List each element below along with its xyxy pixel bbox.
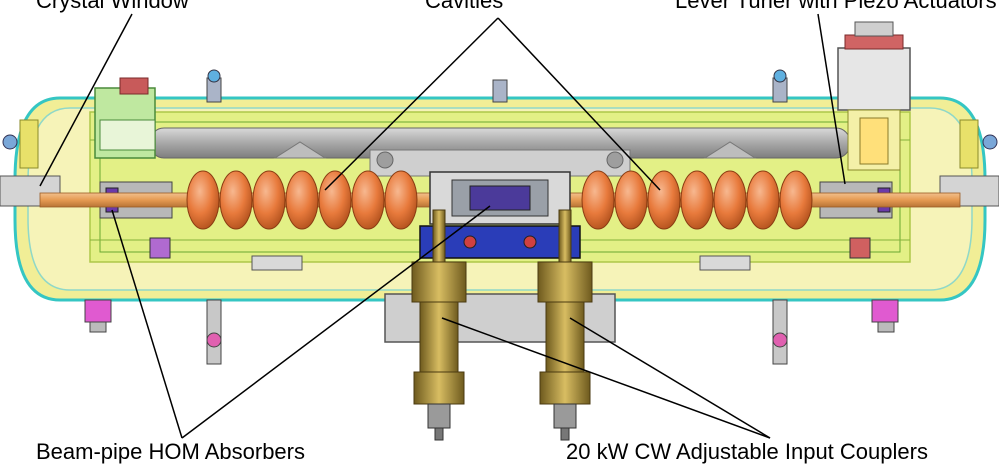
leader-coupler-right bbox=[569, 317, 771, 439]
cavity-cell bbox=[384, 170, 418, 230]
cavity-left bbox=[186, 170, 418, 230]
cavity-cell bbox=[351, 170, 385, 230]
label-hom-absorbers: Beam-pipe HOM Absorbers bbox=[36, 439, 305, 464]
cavity-cell bbox=[318, 170, 352, 230]
tuner-column-right bbox=[837, 21, 911, 171]
leader-lines bbox=[39, 13, 846, 439]
leader-cavity-right bbox=[497, 17, 661, 191]
cavity-cell bbox=[219, 170, 253, 230]
cavity-cell bbox=[581, 170, 615, 230]
bottom-legs bbox=[84, 299, 899, 365]
cavity-cell bbox=[285, 170, 319, 230]
cavity-cell bbox=[779, 170, 813, 230]
leader-cavity-left bbox=[324, 17, 499, 191]
cavity-cell bbox=[252, 170, 286, 230]
leader-coupler-left bbox=[441, 317, 771, 439]
supports bbox=[149, 237, 871, 271]
leader-hom-left bbox=[111, 209, 183, 439]
cavity-cell bbox=[746, 170, 780, 230]
input-coupler-left bbox=[411, 209, 467, 441]
helium-tank-left bbox=[94, 77, 156, 159]
input-coupler-right bbox=[537, 209, 593, 441]
cavity-cell bbox=[680, 170, 714, 230]
top-ports bbox=[206, 69, 788, 103]
cavity-cell bbox=[186, 170, 220, 230]
leader-hom-right bbox=[181, 205, 491, 439]
cavity-cell bbox=[614, 170, 648, 230]
leader-tuner bbox=[817, 13, 846, 185]
cavity-cell bbox=[647, 170, 681, 230]
cavity-cell bbox=[713, 170, 747, 230]
label-input-couplers: 20 kW CW Adjustable Input Couplers bbox=[566, 439, 928, 464]
label-lever-tuner: Lever Tuner with Piezo Actuators bbox=[675, 0, 997, 13]
label-crystal-window: Crystal Window bbox=[36, 0, 189, 13]
label-cavities: Cavities bbox=[425, 0, 504, 13]
leader-crystal-window bbox=[39, 13, 133, 187]
center-module bbox=[419, 171, 581, 259]
